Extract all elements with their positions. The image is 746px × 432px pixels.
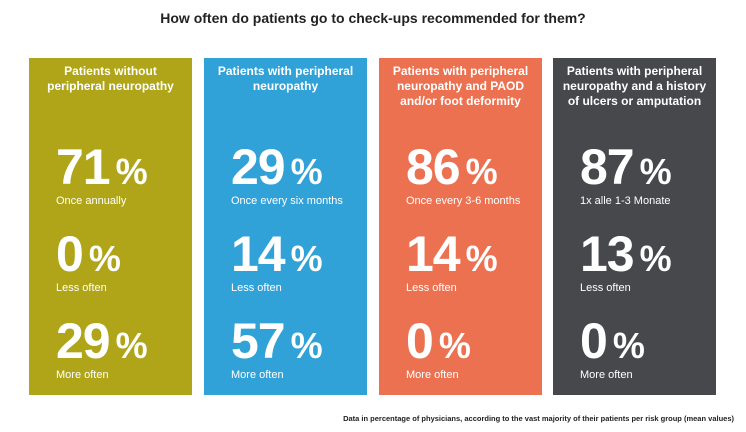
percent-sign: % [115,325,148,366]
panel-title: Patients with peripheral neuropathy and … [392,64,529,108]
stat-block: 0% Less often [56,226,121,294]
stat-value: 14% [406,226,498,282]
percent-sign: % [290,325,323,366]
stat-value: 57% [231,313,323,369]
panel-3: Patients with peripheral neuropathy and … [379,58,542,395]
stat-value: 71% [56,139,148,195]
stat-value: 0% [580,313,645,369]
percent-sign: % [290,151,323,192]
stat-block: 87% 1x alle 1-3 Monate [580,139,672,207]
stat-block: 14% Less often [406,226,498,294]
percent-sign: % [438,325,471,366]
stat-value: 0% [406,313,471,369]
stat-value: 13% [580,226,672,282]
stat-block: 29% More often [56,313,148,381]
percent-sign: % [115,151,148,192]
stat-label: Less often [56,282,107,294]
stat-value: 29% [56,313,148,369]
panel-title: Patients with peripheral neuropathy [217,64,354,93]
panel-4: Patients with peripheral neuropathy and … [553,58,716,395]
percent-sign: % [465,151,498,192]
footnote: Data in percentage of physicians, accord… [343,414,734,423]
stat-block: 0% More often [406,313,471,381]
stat-value: 29% [231,139,323,195]
stat-label: More often [56,369,109,381]
stat-value: 86% [406,139,498,195]
stat-block: 29% Once every six months [231,139,343,207]
panel-1: Patients without peripheral neuropathy 71… [29,58,192,395]
panel-title: Patients without peripheral neuropathy [47,64,174,93]
stat-label: 1x alle 1-3 Monate [580,195,671,207]
stat-label: Once every six months [231,195,343,207]
percent-sign: % [465,238,498,279]
percent-sign: % [88,238,121,279]
stat-label: More often [231,369,284,381]
stat-block: 86% Once every 3-6 months [406,139,521,207]
stat-block: 13% Less often [580,226,672,294]
stat-value: 0% [56,226,121,282]
stat-label: Less often [231,282,282,294]
stat-label: Less often [406,282,457,294]
panel-title: Patients with peripheral neuropathy and … [562,64,707,108]
stat-value: 14% [231,226,323,282]
stat-block: 0% More often [580,313,645,381]
stat-block: 57% More often [231,313,323,381]
stat-label: Once every 3-6 months [406,195,521,207]
stat-block: 14% Less often [231,226,323,294]
percent-sign: % [639,238,672,279]
stat-label: Once annually [56,195,127,207]
percent-sign: % [612,325,645,366]
percent-sign: % [290,238,323,279]
stat-block: 71% Once annually [56,139,148,207]
stat-label: Less often [580,282,631,294]
stat-value: 87% [580,139,672,195]
chart-title: How often do patients go to check-ups re… [160,10,586,26]
stat-label: More often [406,369,459,381]
stat-label: More often [580,369,633,381]
panel-2: Patients with peripheral neuropathy 29% On… [204,58,367,395]
percent-sign: % [639,151,672,192]
